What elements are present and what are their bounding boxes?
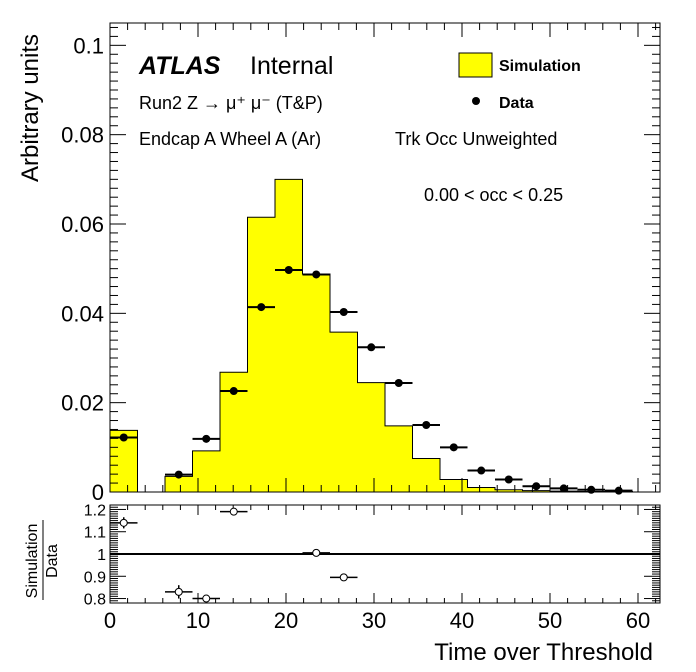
legend-simulation-label: Simulation (499, 58, 581, 75)
x-tick-label: 20 (274, 608, 298, 633)
main-axis-ticks (109, 23, 660, 493)
x-tick-label: 60 (626, 608, 650, 633)
y-tick-label: 0 (92, 480, 104, 505)
legend-data-marker (472, 97, 480, 105)
legend-simulation-swatch (458, 52, 493, 78)
simulation-bar (385, 425, 413, 492)
x-tick-label: 10 (186, 608, 210, 633)
ratio-axis-ticks (109, 504, 660, 604)
x-axis-label: Time over Threshold (434, 639, 653, 666)
x-tick-label: 50 (538, 608, 562, 633)
x-tick-label: 40 (450, 608, 474, 633)
data-point (422, 421, 431, 429)
data-point (257, 303, 266, 312)
x-tick-label: 0 (104, 608, 116, 633)
data-point (587, 485, 596, 494)
ratio-y-tick-label: 1.2 (84, 502, 106, 519)
simulation-bar (247, 217, 275, 493)
simulation-bar (302, 274, 330, 492)
ratio-points (110, 507, 358, 603)
data-point (614, 486, 623, 495)
simulation-bar (412, 458, 440, 492)
simulation-bar (440, 479, 468, 492)
data-point (312, 270, 321, 279)
occupancy-range-label: 0.00 < occ < 0.25 (424, 185, 563, 205)
ratio-y-tick-label: 1.1 (84, 525, 106, 542)
data-points (110, 266, 633, 495)
y-tick-label: 0.1 (73, 33, 104, 58)
data-point (449, 443, 458, 452)
y-tick-label: 0.04 (61, 301, 104, 326)
internal-label: Internal (250, 52, 333, 80)
main-frame (109, 22, 661, 493)
ratio-point (174, 587, 183, 596)
weighting-label: Trk Occ Unweighted (395, 129, 557, 149)
ratio-panel: 0.8 0.9 1 1.1 1.2 0 10 20 30 40 50 60 Simulation D… (24, 502, 661, 666)
ratio-label-denominator: Data (44, 544, 61, 578)
ratio-y-tick-label: 0.9 (84, 569, 106, 586)
y-axis-label: Arbitrary units (17, 34, 44, 182)
y-tick-label: 0.08 (61, 123, 104, 148)
data-point (367, 343, 376, 352)
simulation-bar (165, 476, 193, 492)
simulation-bar (275, 179, 303, 493)
ratio-point (229, 507, 238, 516)
x-tick-labels: 0 10 20 30 40 50 60 (104, 608, 650, 633)
x-tick-label: 30 (362, 608, 386, 633)
legend: Simulation Data (458, 52, 581, 112)
data-point (532, 482, 541, 491)
data-point (477, 466, 486, 475)
ratio-y-tick-label: 1 (97, 547, 106, 564)
region-label: Endcap A Wheel A (Ar) (139, 129, 321, 149)
data-point (339, 307, 348, 316)
simulation-histogram (109, 178, 633, 493)
ratio-point (202, 594, 211, 603)
simulation-bar (495, 489, 523, 492)
simulation-bar (467, 487, 495, 492)
data-point (174, 470, 183, 479)
main-y-tick-labels: 0 0.02 0.04 0.06 0.08 0.1 (61, 33, 104, 505)
y-tick-label: 0.06 (61, 212, 104, 237)
data-point (284, 266, 293, 275)
data-point (559, 484, 568, 493)
data-point (202, 434, 211, 443)
simulation-bar (357, 382, 385, 492)
data-point (504, 475, 513, 484)
selection-label: Run2 Z → μ⁺ μ⁻ (T&P) (139, 93, 323, 113)
atlas-label: ATLAS (138, 52, 221, 80)
simulation-bar (330, 332, 358, 492)
ratio-point (339, 573, 348, 582)
ratio-y-tick-label: 0.8 (84, 592, 106, 609)
ratio-y-tick-labels: 0.8 0.9 1 1.1 1.2 (84, 502, 106, 608)
data-point (119, 433, 128, 442)
data-point (229, 387, 238, 396)
ratio-label-numerator: Simulation (24, 524, 41, 599)
data-point (394, 379, 403, 388)
simulation-bar (522, 490, 550, 492)
ratio-point (312, 548, 321, 557)
simulation-outline (109, 178, 633, 493)
y-tick-label: 0.02 (61, 391, 104, 416)
main-panel: 0 0.02 0.04 0.06 0.08 0.1 Arbitrary units ATL… (17, 22, 661, 505)
ratio-point (119, 518, 128, 527)
legend-data-label: Data (499, 95, 534, 112)
